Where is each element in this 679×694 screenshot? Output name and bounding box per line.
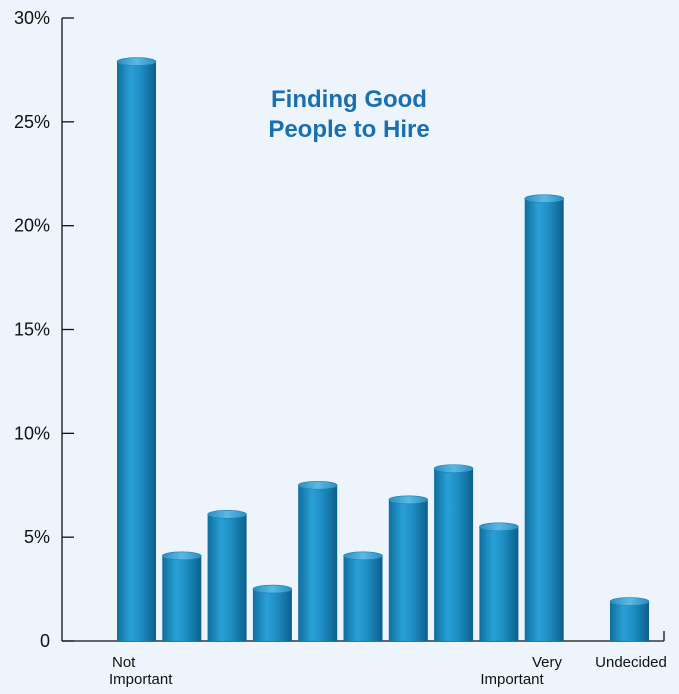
- bar-top-cap: [207, 510, 247, 519]
- bar: [479, 522, 519, 641]
- bar: [252, 584, 293, 641]
- bar-top-cap: [388, 495, 429, 505]
- bar: [162, 551, 202, 641]
- bar: [207, 510, 247, 641]
- x-category-label: Very: [532, 654, 563, 671]
- y-tick-label: 0: [40, 631, 50, 651]
- bar-top-cap: [162, 551, 202, 561]
- bar-body: [524, 198, 564, 642]
- bar: [388, 495, 429, 641]
- x-category-label: Not: [112, 654, 136, 671]
- y-tick-label: 5%: [24, 527, 50, 547]
- bar: [433, 464, 474, 641]
- bar: [116, 57, 157, 642]
- bar-top-cap: [297, 480, 338, 490]
- bar-body: [252, 589, 292, 641]
- bar-body: [434, 468, 474, 641]
- chart-title: Finding Good People to Hire: [268, 86, 429, 143]
- bar-top-cap: [433, 464, 474, 473]
- bar-body: [298, 485, 338, 641]
- bar-body: [388, 499, 428, 641]
- bar-top-cap: [343, 551, 383, 561]
- bar: [343, 551, 383, 641]
- chart-title-line: Finding Good: [271, 86, 427, 113]
- bar-body: [343, 555, 383, 641]
- y-tick-label: 15%: [14, 320, 50, 340]
- y-tick-label: 10%: [14, 423, 50, 443]
- bar-top-cap: [609, 597, 650, 606]
- bar: [609, 597, 650, 641]
- bar-body: [610, 601, 649, 641]
- x-category-label: Important: [480, 671, 544, 688]
- y-tick-label: 25%: [14, 112, 50, 132]
- bar-body: [479, 526, 519, 641]
- bar-body: [162, 555, 202, 641]
- bar: [297, 480, 338, 641]
- bar-body: [207, 514, 247, 641]
- bar-top-cap: [252, 584, 293, 594]
- y-tick-label: 30%: [14, 8, 50, 28]
- bar-top-cap: [479, 522, 519, 532]
- bar-top-cap: [524, 194, 565, 203]
- chart-title-line: People to Hire: [268, 116, 429, 143]
- x-category-label: Undecided: [595, 654, 667, 671]
- bar-body: [117, 61, 156, 642]
- bar: [524, 194, 565, 642]
- y-tick-label: 20%: [14, 216, 50, 236]
- bars: [116, 57, 650, 642]
- bar-top-cap: [116, 57, 157, 66]
- x-category-label: Important: [109, 671, 173, 688]
